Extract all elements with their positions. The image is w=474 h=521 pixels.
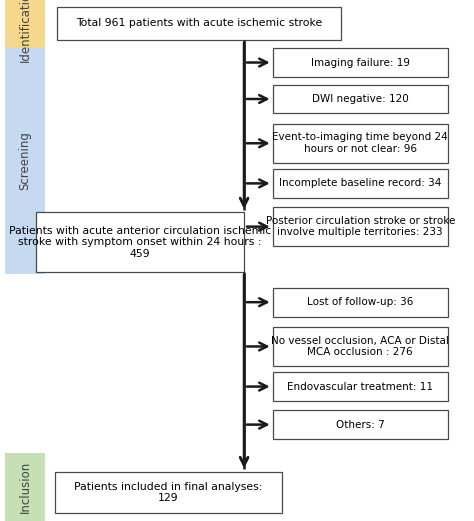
- Bar: [273, 372, 448, 401]
- Bar: [273, 124, 448, 163]
- Text: Patients included in final analyses:
129: Patients included in final analyses: 129: [74, 481, 263, 503]
- Bar: [273, 169, 448, 197]
- Bar: [273, 327, 448, 366]
- Text: Incomplete baseline record: 34: Incomplete baseline record: 34: [279, 178, 441, 189]
- Bar: [5, 47, 45, 274]
- Text: Posterior circulation stroke or stroke
involve multiple territories: 233: Posterior circulation stroke or stroke i…: [265, 216, 455, 238]
- Text: Others: 7: Others: 7: [336, 419, 384, 430]
- Bar: [55, 472, 282, 513]
- Bar: [57, 6, 341, 41]
- Text: No vessel occlusion, ACA or Distal
MCA occlusion : 276: No vessel occlusion, ACA or Distal MCA o…: [271, 336, 449, 357]
- Text: Lost of follow-up: 36: Lost of follow-up: 36: [307, 297, 413, 307]
- Text: Imaging failure: 19: Imaging failure: 19: [311, 57, 410, 68]
- Bar: [5, 453, 45, 521]
- Bar: [36, 213, 244, 272]
- Bar: [5, 0, 45, 47]
- Text: Event-to-imaging time beyond 24
hours or not clear: 96: Event-to-imaging time beyond 24 hours or…: [273, 132, 448, 154]
- Text: Screening: Screening: [18, 131, 31, 190]
- Text: Inclusion: Inclusion: [18, 461, 31, 513]
- Bar: [273, 288, 448, 317]
- Text: Identification: Identification: [18, 0, 31, 62]
- Text: Endovascular treatment: 11: Endovascular treatment: 11: [287, 381, 433, 392]
- Bar: [273, 207, 448, 246]
- Text: Patients with acute anterior circulation ischemic
stroke with symptom onset with: Patients with acute anterior circulation…: [9, 226, 271, 259]
- Bar: [273, 411, 448, 439]
- Bar: [273, 84, 448, 113]
- Text: DWI negative: 120: DWI negative: 120: [312, 94, 409, 104]
- Text: Total 961 patients with acute ischemic stroke: Total 961 patients with acute ischemic s…: [76, 18, 322, 29]
- Bar: [273, 48, 448, 77]
